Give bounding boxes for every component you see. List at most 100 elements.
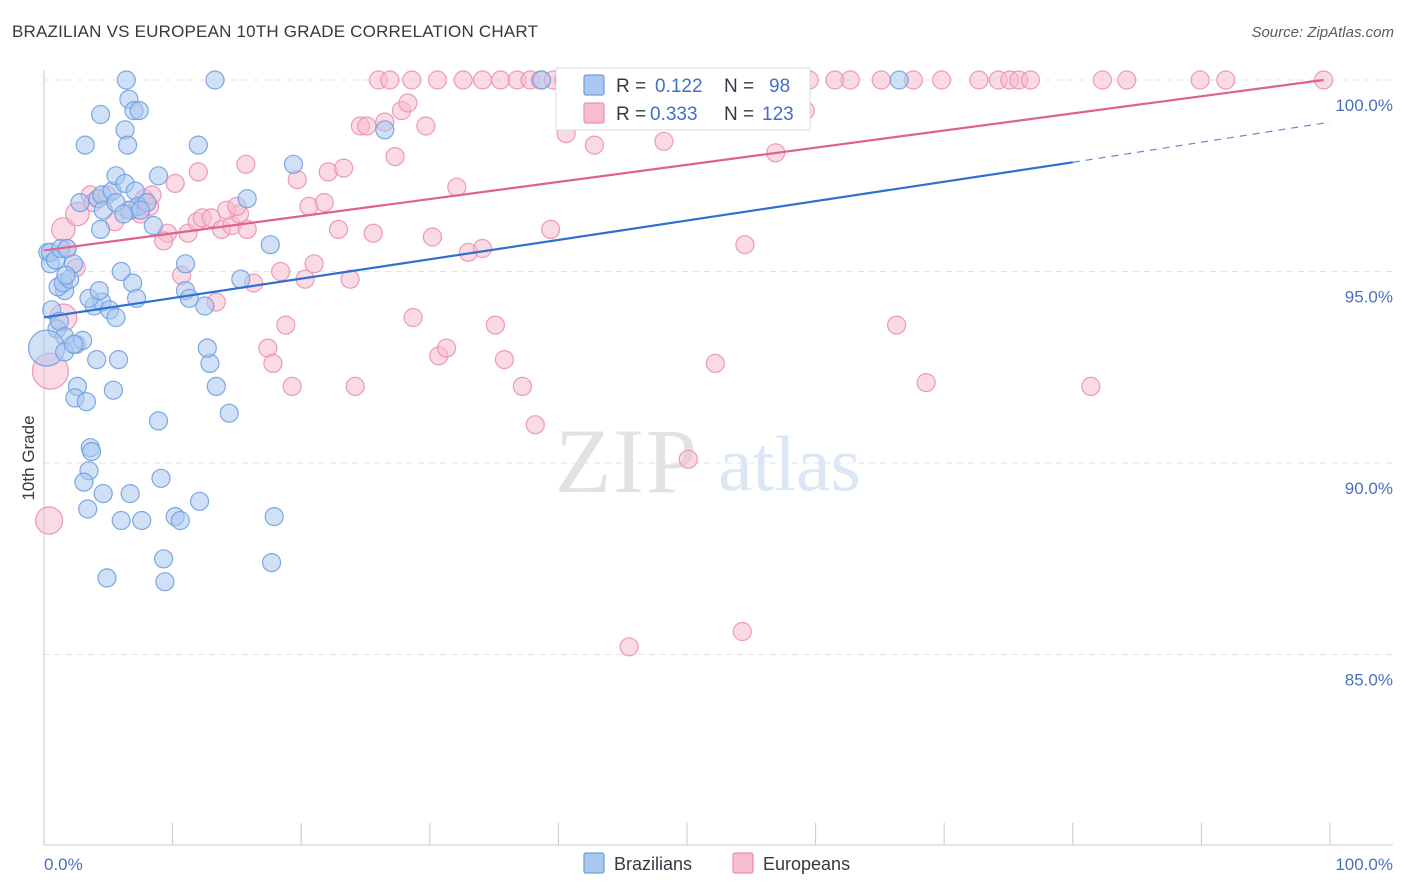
european-point (490, 70, 511, 90)
european-point (678, 449, 698, 469)
european-point (385, 147, 405, 167)
european-point (735, 235, 755, 255)
legend-r-label-europeans: R = (616, 104, 646, 125)
x-tick-label-min: 0.0% (44, 855, 83, 874)
trend-lines (43, 78, 1331, 319)
chart-title: BRAZILIAN VS EUROPEAN 10TH GRADE CORRELA… (12, 22, 539, 41)
brazilian-point (56, 265, 76, 285)
brazilian-point (93, 484, 113, 504)
brazilian-point (179, 288, 199, 308)
european-point (380, 70, 400, 90)
european-point (345, 376, 365, 396)
europeans-points (31, 70, 1334, 657)
european-point (494, 350, 514, 370)
european-point (334, 158, 354, 178)
european-point (485, 315, 505, 335)
european-point (732, 621, 752, 642)
european-point (541, 219, 561, 239)
brazilian-point (175, 254, 196, 274)
legend-n-value-europeans: 123 (762, 104, 794, 125)
legend-r-label-brazilians: R = (616, 76, 646, 97)
legend-swatch-europeans (583, 102, 605, 124)
european-point (886, 315, 907, 335)
brazilian-point (132, 510, 152, 531)
y-tick-label: 90.0% (1345, 479, 1393, 498)
european-point (916, 373, 936, 393)
brazilian-point (70, 193, 90, 213)
european-point (1081, 376, 1101, 396)
european-point (619, 637, 639, 657)
brazilian-point (190, 491, 210, 511)
brazilian-point (155, 572, 175, 592)
european-point (154, 231, 174, 251)
legend-n-value-brazilians: 98 (769, 76, 790, 97)
brazilian-point (111, 510, 131, 531)
european-point (472, 70, 493, 90)
brazilians-points (27, 70, 909, 592)
grid-lines (44, 79, 1393, 655)
watermark-zip: ZIP (555, 410, 699, 512)
european-point (447, 177, 467, 197)
brazilian-point (103, 380, 124, 400)
european-point (34, 506, 64, 535)
bottom-legend: Brazilians Europeans (583, 852, 850, 874)
brazilian-point (148, 411, 169, 431)
european-point (236, 154, 256, 174)
bottom-legend-swatch-europeans (732, 852, 754, 874)
european-point (263, 353, 283, 373)
brazilian-point (206, 376, 226, 396)
european-point (1117, 70, 1137, 90)
european-point (363, 223, 383, 243)
brazilian-point (63, 334, 84, 354)
y-tick-labels: 85.0% 90.0% 95.0% 100.0% (1335, 96, 1393, 690)
brazilian-point (116, 70, 136, 90)
european-point (422, 227, 442, 247)
brazilian-point (89, 281, 109, 301)
europeans-trend-line (43, 78, 1324, 252)
brazilian-point (195, 296, 215, 316)
legend-r-value-europeans: 0.333 (650, 104, 698, 125)
brazilian-point (260, 235, 280, 255)
european-point (453, 70, 473, 90)
brazilian-point (205, 70, 225, 90)
legend-r-value-brazilians: 0.122 (655, 76, 703, 97)
european-point (427, 70, 448, 90)
european-point (969, 70, 989, 90)
brazilian-point (75, 135, 95, 155)
brazilian-point (283, 154, 304, 174)
source-label: Source: ZipAtlas.com (1251, 24, 1394, 41)
european-point (304, 254, 324, 274)
legend-n-label-brazilians: N = (724, 76, 754, 97)
brazilian-point (111, 261, 131, 282)
brazilian-point (78, 499, 98, 519)
legend-n-label-europeans: N = (724, 104, 754, 125)
european-point (840, 70, 860, 90)
brazilian-point (97, 568, 117, 588)
axes (43, 70, 1393, 846)
brazilian-point (114, 204, 134, 224)
brazilian-point (264, 506, 284, 527)
european-point (282, 376, 302, 396)
brazilian-point (889, 70, 909, 90)
brazilian-point (87, 350, 107, 370)
brazilians-trend-line (43, 161, 1073, 319)
y-tick-label: 85.0% (1345, 671, 1393, 690)
brazilian-point (129, 100, 149, 121)
brazilian-point (90, 219, 111, 239)
european-point (357, 116, 377, 136)
brazilian-point (154, 549, 174, 569)
brazilian-point (375, 120, 395, 140)
european-point (328, 219, 349, 239)
european-point (1216, 70, 1236, 90)
correlation-legend: R = 0.122 N = 98 R = 0.333 N = 123 (555, 67, 811, 131)
brazilians-trend-extension (1072, 121, 1331, 163)
brazilian-point (231, 269, 251, 289)
bottom-legend-label-brazilians: Brazilians (614, 854, 692, 874)
y-tick-label: 100.0% (1335, 96, 1393, 115)
european-point (871, 70, 891, 90)
european-point (402, 70, 422, 90)
european-point (1190, 70, 1210, 90)
brazilian-point (117, 135, 138, 155)
brazilian-point (90, 104, 111, 125)
